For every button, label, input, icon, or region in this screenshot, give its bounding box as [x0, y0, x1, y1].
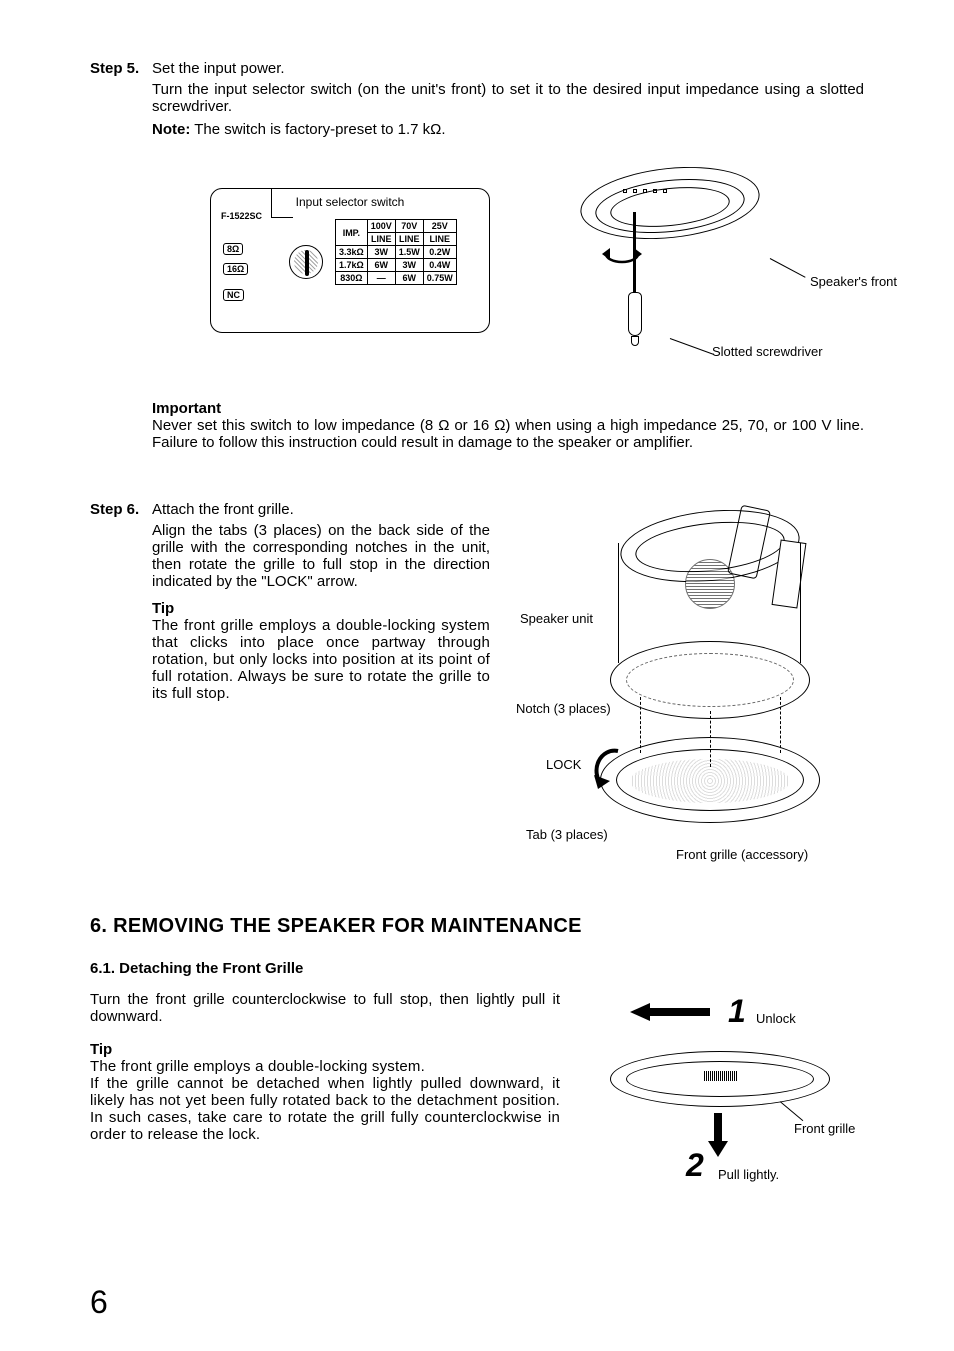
lock-arrow-icon: [590, 745, 626, 795]
step5-note: Note: The switch is factory-preset to 1.…: [152, 121, 864, 138]
side-line-icon: [800, 543, 804, 663]
dash-line-icon: [780, 697, 781, 753]
cell: 3.3kΩ: [336, 246, 368, 259]
screwdriver-icon: [628, 212, 642, 362]
figure-grille-attach: Speaker unit Notch (3 places) LOCK Tab (…: [490, 501, 860, 881]
imp-hdr: IMP.: [336, 220, 368, 246]
step5-line: Step 5. Set the input power.: [90, 60, 864, 77]
col-70: 70V: [395, 220, 423, 233]
label-unlock: Unlock: [756, 1011, 796, 1026]
label-lock: LOCK: [546, 757, 581, 772]
label-screwdriver: Slotted screwdriver: [712, 344, 823, 359]
tip-heading: Tip: [152, 600, 490, 617]
rotate-arrow-icon: [600, 240, 644, 272]
line-lbl: LINE: [367, 233, 395, 246]
figure-input-selector: Input selector switch F-1522SC 8Ω 16Ω NC…: [200, 158, 954, 388]
important-body: Never set this switch to low impedance (…: [152, 417, 864, 451]
line-lbl: LINE: [423, 233, 456, 246]
ellipse-dashed-icon: [626, 653, 794, 707]
note-body: The switch is factory-preset to 1.7 kΩ.: [190, 121, 445, 138]
label-notch: Notch (3 places): [516, 701, 611, 716]
cell: 0.75W: [423, 272, 456, 285]
sec6-body: Turn the front grille counterclockwise t…: [90, 991, 560, 1025]
cell: 0.4W: [423, 259, 456, 272]
dash-line-icon: [710, 711, 711, 767]
col-100: 100V: [367, 220, 395, 233]
tip2-line2: If the grille cannot be detached when li…: [90, 1075, 560, 1143]
page-number: 6: [90, 1284, 108, 1321]
label-pull: Pull lightly.: [718, 1167, 779, 1182]
step-number-2: 2: [686, 1147, 704, 1184]
model-label: F-1522SC: [221, 211, 262, 221]
figure-detach-grille: 1 Unlock 2 Pull lightly. Front grille: [580, 991, 860, 1191]
mesh-icon: [704, 1071, 738, 1081]
cell: 6W: [367, 259, 395, 272]
important-heading: Important: [152, 400, 864, 417]
note-label: Note:: [152, 121, 190, 138]
imp-16: 16Ω: [223, 263, 248, 275]
arrow-down-icon: [708, 1113, 728, 1161]
cell: 830Ω: [336, 272, 368, 285]
arrow-left-icon: [630, 1001, 710, 1027]
step6-title: Attach the front grille.: [152, 501, 294, 518]
tip2-line1: The front grille employs a double-lockin…: [90, 1058, 560, 1075]
tip2-heading: Tip: [90, 1041, 560, 1058]
section-heading: 6. REMOVING THE SPEAKER FOR MAINTENANCE: [90, 915, 864, 938]
rotary-switch-icon: [289, 245, 323, 279]
imp-nc: NC: [223, 289, 244, 301]
slot-icon: [305, 250, 309, 276]
col-25: 25V: [423, 220, 456, 233]
cell: 1.5W: [395, 246, 423, 259]
cell: 3W: [367, 246, 395, 259]
leader-line-icon: [780, 1101, 804, 1121]
dash-line-icon: [640, 697, 641, 753]
impedance-table: IMP. 100V 70V 25V LINE LINE LINE 3.3kΩ3W…: [335, 219, 457, 285]
label-tab: Tab (3 places): [526, 827, 608, 842]
label-front-grille: Front grille (accessory): [676, 847, 808, 862]
line-lbl: LINE: [395, 233, 423, 246]
switch-grid: F-1522SC 8Ω 16Ω NC IMP. 100V 70V 25V LIN…: [217, 213, 483, 321]
label-speaker-front: Speaker's front: [810, 274, 897, 289]
switch-title: Input selector switch: [217, 195, 483, 209]
step6-label: Step 6.: [90, 501, 152, 518]
cell: 6W: [395, 272, 423, 285]
step6-line: Step 6. Attach the front grille.: [90, 501, 490, 518]
subsection-heading: 6.1. Detaching the Front Grille: [90, 960, 864, 977]
step5-label: Step 5.: [90, 60, 152, 77]
side-line-icon: [618, 543, 622, 663]
switch-panel: Input selector switch F-1522SC 8Ω 16Ω NC…: [210, 188, 490, 333]
cell: 3W: [395, 259, 423, 272]
label-front-grille: Front grille: [794, 1121, 855, 1136]
imp-8: 8Ω: [223, 243, 243, 255]
step5-body: Turn the input selector switch (on the u…: [152, 81, 864, 115]
cell: 1.7kΩ: [336, 259, 368, 272]
mount-holes-icon: [620, 180, 720, 186]
tip-body: The front grille employs a double-lockin…: [152, 617, 490, 702]
cell: 0.2W: [423, 246, 456, 259]
cell: —: [367, 272, 395, 285]
step-number-1: 1: [728, 993, 746, 1030]
label-speaker-unit: Speaker unit: [520, 611, 593, 626]
step6-body: Align the tabs (3 places) on the back si…: [152, 522, 490, 590]
step5-title: Set the input power.: [152, 60, 285, 77]
